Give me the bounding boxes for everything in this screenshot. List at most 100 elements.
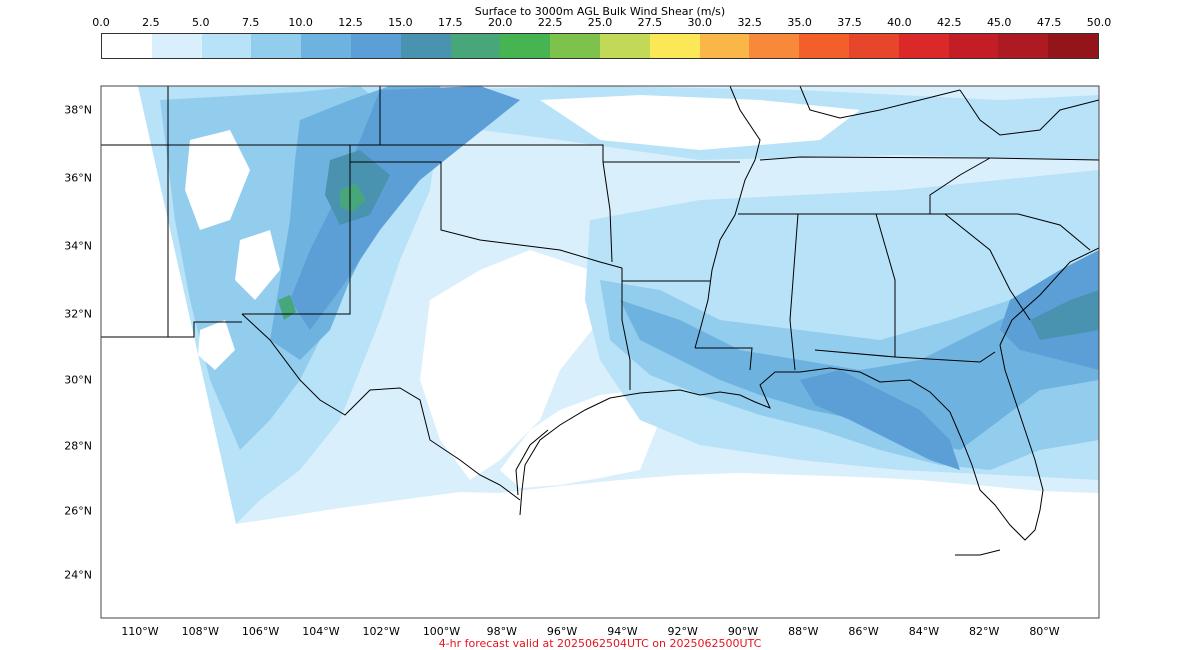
colorbar-tick-label: 10.0 [288,16,313,29]
longitude-label: 92°W [667,625,698,638]
field-mountain-white-2 [235,230,280,300]
colorbar-tick-label: 15.0 [388,16,413,29]
field-texas-coast-white [500,390,660,488]
coastline-gulf [519,344,1044,541]
latitude-label: 38°N [64,103,92,117]
boundary-ga-sc [944,213,1031,321]
boundary-la-ms [695,347,753,371]
longitude-label: 100°W [422,625,461,638]
colorbar-swatch [799,34,849,58]
colorbar-tick-label: 17.5 [438,16,463,29]
colorbar-swatch [1048,34,1098,58]
colorbar-swatch [599,34,650,58]
latitude-label: 28°N [64,439,92,453]
boundary-tn-ky [759,156,1099,161]
colorbar-tick-label: 30.0 [687,16,713,29]
boundary-fl-north [814,349,996,363]
colorbar-swatch [102,34,152,58]
field-atlantic-peak [1030,290,1099,340]
colorbar-swatch [301,34,351,58]
coastline [515,247,1099,556]
map-frame [100,85,1100,619]
longitude-label: 98°W [486,625,517,638]
boundary-ky-wv [959,89,1099,136]
field-front-range-core [290,86,520,330]
longitude-label: 102°W [362,625,400,638]
longitude-label: 80°W [1029,625,1060,638]
boundary-va-nc [929,157,991,214]
boundary-nc-sc [1017,213,1091,251]
field-atlantic-core [1000,250,1099,370]
colorbar-tick-label: 50.0 [1086,16,1112,29]
longitude-label: 82°W [969,625,1000,638]
longitude-label: 104°W [302,625,340,638]
boundary-az-nm [168,321,242,338]
colorbar-swatch [998,34,1049,58]
colorbar-swatch [898,34,949,58]
colorbar-tick-label: 20.0 [487,16,513,29]
colorbar-tick-label: 32.5 [737,16,762,29]
boundary-mexico-rio-grande [241,313,521,501]
forecast-caption: 4-hr forecast valid at 2025062504UTC on … [438,637,762,650]
colorbar-swatch [848,34,899,58]
colorbar-swatch [350,34,401,58]
colorbar-tick-label: 25.0 [587,16,613,29]
boundary-al-ga [875,213,896,357]
colorbar-swatch [251,34,302,58]
field-plains-white [420,250,600,480]
field-gulf-core [620,280,1099,450]
colorbar-tick-label: 47.5 [1036,16,1062,29]
colorbar-tick-label: 45.0 [986,16,1012,29]
boundary-ok-ar [602,161,613,263]
colorbar-swatch [201,34,252,58]
colorbar-tick-label: 42.5 [937,16,962,29]
longitude-label: 110°W [121,625,159,638]
colorbar-tick-label: 7.5 [241,16,260,29]
colorbar-swatch [500,34,551,58]
colorbar-swatch [948,34,999,58]
field-florida-core [800,370,960,470]
colorbar-swatch [649,34,700,58]
latitude-label: 24°N [64,568,92,582]
field-kansas-white [540,95,860,150]
boundary-ky-north [799,86,961,119]
longitude-label: 84°W [908,625,940,638]
longitude-label: 108°W [181,625,219,638]
colorbar-tick-label: 0.0 [92,16,110,29]
boundary-mississippi-river [694,86,761,349]
colorbar-tick-label: 12.5 [338,16,363,29]
boundary-ms-al [789,213,799,371]
colorbar-tick-label: 37.5 [837,16,862,29]
field-mountain-white-1 [185,130,250,230]
boundary-nm-tx [242,145,351,315]
boundary-ok-ks [441,144,604,162]
colorbar-tick-label: 40.0 [887,16,912,29]
wind-shear-field [138,86,1099,524]
colorbar-swatch [550,34,600,58]
longitude-label: 96°W [546,625,578,638]
boundary-tx-la [621,268,631,390]
field-high-shear-2 [340,184,366,212]
colorbar [101,33,1099,59]
colorbar-title: Surface to 3000m AGL Bulk Wind Shear (m/… [474,5,726,18]
coastline-keys [955,549,1001,556]
latitude-label: 34°N [64,239,92,253]
longitude-label: 94°W [607,625,638,638]
colorbar-swatch [450,34,501,58]
longitude-label: 88°W [788,625,819,638]
latitude-label: 26°N [64,504,92,518]
colorbar-tick-label: 22.5 [537,16,563,29]
boundary-tx-panhandle [350,161,623,269]
latitude-label: 30°N [64,373,92,387]
colorbar-swatch [151,34,202,58]
latitude-label: 32°N [64,307,92,321]
field-mountain-white-3 [198,320,235,370]
latitude-label: 36°N [64,171,92,185]
colorbar-swatch [400,34,451,58]
colorbar-tick-label: 27.5 [637,16,663,29]
coastline-texas-barrier [515,429,549,496]
colorbar-swatch [749,34,800,58]
coastline-atlantic [999,247,1099,346]
longitude-label: 90°W [727,625,759,638]
